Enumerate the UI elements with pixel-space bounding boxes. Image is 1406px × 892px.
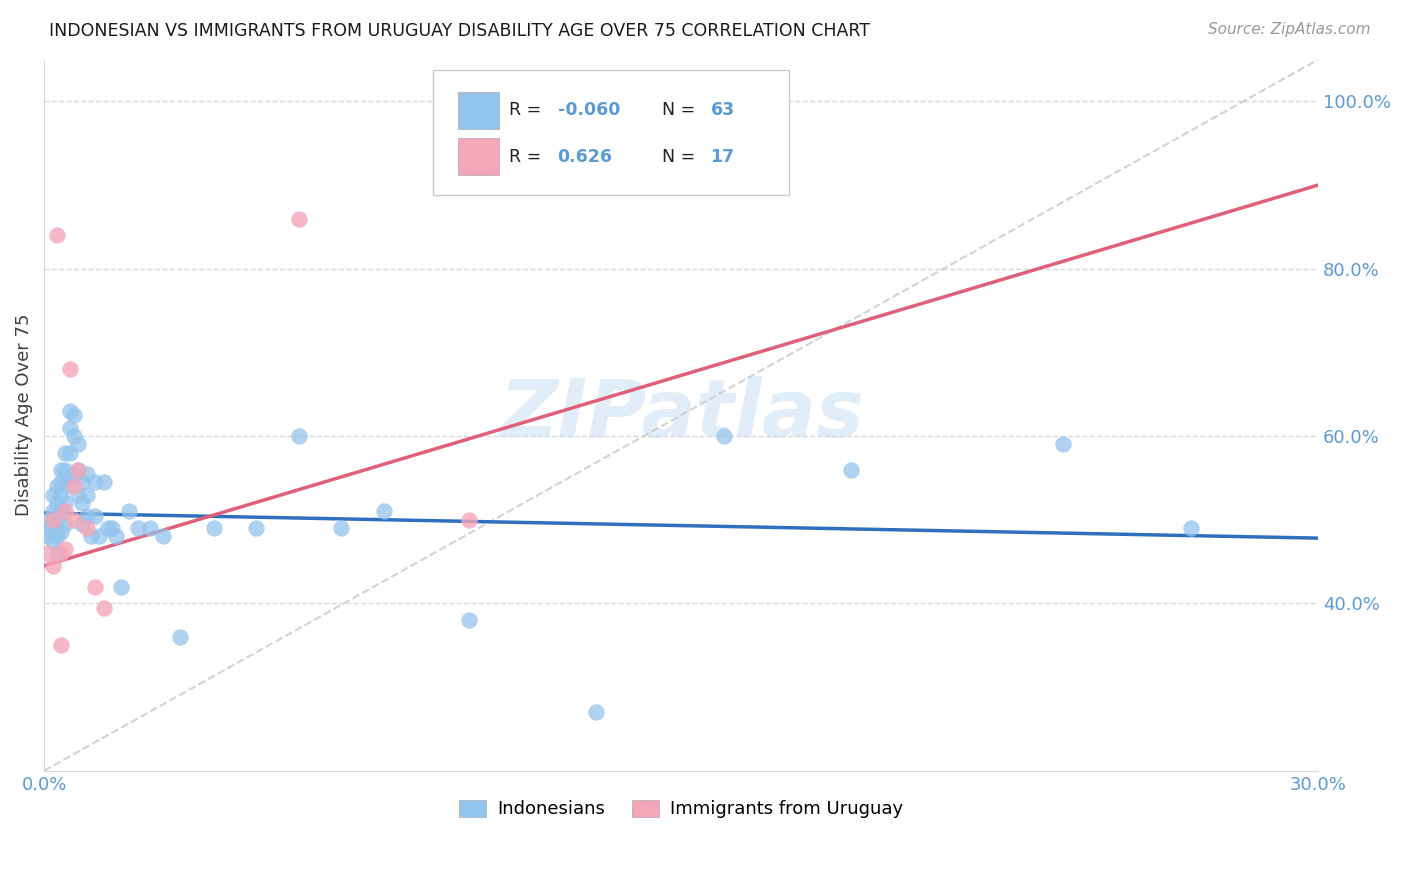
Text: R =: R = [509, 148, 547, 166]
Point [93, 600, 115, 615]
Point [67, 488, 90, 502]
Point [63, 467, 86, 481]
FancyBboxPatch shape [433, 70, 789, 194]
Point [63, 408, 86, 422]
Point [713, 429, 735, 443]
FancyBboxPatch shape [458, 138, 499, 175]
Point [84, 508, 107, 523]
Point [49, 475, 72, 489]
Point [53, 541, 76, 556]
Text: ZIPatlas: ZIPatlas [499, 376, 863, 454]
Point [245, 521, 267, 535]
Point [37, 529, 59, 543]
Point [67, 462, 90, 476]
Text: 17: 17 [710, 148, 734, 166]
Point [67, 462, 90, 476]
Point [80, 529, 103, 543]
Point [41, 504, 63, 518]
Point [53, 496, 76, 510]
Point [330, 521, 353, 535]
Point [1052, 437, 1074, 451]
Point [41, 516, 63, 531]
Point [49, 525, 72, 540]
Point [58, 404, 80, 418]
Point [84, 475, 107, 489]
Point [76, 508, 98, 523]
Point [63, 479, 86, 493]
Point [58, 420, 80, 434]
Legend: Indonesians, Immigrants from Uruguay: Indonesians, Immigrants from Uruguay [451, 792, 910, 826]
Point [67, 437, 90, 451]
Point [839, 462, 862, 476]
Point [45, 513, 67, 527]
Point [41, 513, 63, 527]
Point [97, 521, 120, 535]
Point [41, 488, 63, 502]
Text: Source: ZipAtlas.com: Source: ZipAtlas.com [1208, 22, 1371, 37]
Point [53, 504, 76, 518]
Point [53, 462, 76, 476]
Point [152, 529, 174, 543]
Point [41, 558, 63, 573]
Text: INDONESIAN VS IMMIGRANTS FROM URUGUAY DISABILITY AGE OVER 75 CORRELATION CHART: INDONESIAN VS IMMIGRANTS FROM URUGUAY DI… [49, 22, 870, 40]
Point [58, 362, 80, 376]
Point [105, 529, 128, 543]
Point [41, 533, 63, 548]
Point [63, 429, 86, 443]
Point [84, 580, 107, 594]
Point [53, 479, 76, 493]
Point [53, 516, 76, 531]
Point [76, 521, 98, 535]
Point [101, 521, 124, 535]
Point [45, 228, 67, 243]
Point [63, 513, 86, 527]
Point [37, 513, 59, 527]
Point [118, 504, 141, 518]
Point [49, 546, 72, 560]
Point [58, 446, 80, 460]
FancyBboxPatch shape [458, 92, 499, 129]
Text: 63: 63 [710, 102, 734, 120]
Point [45, 529, 67, 543]
Point [1180, 521, 1202, 535]
Point [72, 496, 94, 510]
Point [457, 513, 479, 527]
Point [72, 516, 94, 531]
Point [89, 529, 111, 543]
Point [45, 546, 67, 560]
Point [45, 496, 67, 510]
Point [49, 504, 72, 518]
Text: 0.626: 0.626 [558, 148, 613, 166]
Point [49, 462, 72, 476]
Point [110, 580, 132, 594]
Point [457, 613, 479, 627]
Point [58, 471, 80, 485]
Y-axis label: Disability Age Over 75: Disability Age Over 75 [15, 314, 32, 516]
Point [49, 638, 72, 652]
Point [53, 446, 76, 460]
Point [45, 479, 67, 493]
Point [127, 521, 149, 535]
Point [76, 488, 98, 502]
Point [37, 521, 59, 535]
Point [373, 504, 395, 518]
Text: N =: N = [662, 148, 700, 166]
Point [288, 211, 311, 226]
Text: N =: N = [662, 102, 700, 120]
Point [288, 429, 311, 443]
Point [72, 475, 94, 489]
Point [37, 546, 59, 560]
Point [139, 521, 162, 535]
Point [585, 705, 607, 719]
Point [202, 521, 225, 535]
Point [76, 467, 98, 481]
Point [49, 488, 72, 502]
Text: -0.060: -0.060 [558, 102, 620, 120]
Point [93, 475, 115, 489]
Point [169, 630, 191, 644]
Text: R =: R = [509, 102, 547, 120]
